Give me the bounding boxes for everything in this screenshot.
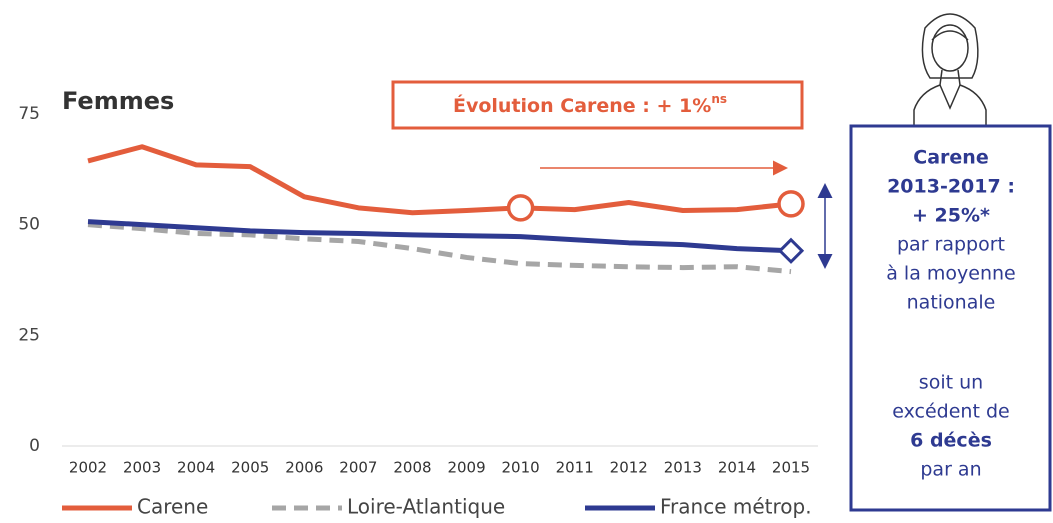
legend-label: Carene bbox=[137, 495, 208, 519]
side-note-line: 2013-2017 : bbox=[887, 176, 1015, 198]
side-note-line: nationale bbox=[907, 292, 996, 314]
chart-title: Femmes bbox=[62, 87, 174, 115]
annotation-text: Évolution Carene : + 1% bbox=[453, 94, 711, 117]
side-note-line: soit un bbox=[919, 372, 983, 394]
x-tick-label: 2008 bbox=[393, 459, 431, 477]
x-tick-label: 2010 bbox=[502, 459, 540, 477]
y-tick-label: 75 bbox=[18, 104, 40, 124]
x-tick-label: 2006 bbox=[285, 459, 323, 477]
x-tick-label: 2011 bbox=[556, 459, 594, 477]
x-tick-label: 2013 bbox=[664, 459, 702, 477]
x-tick-label: 2007 bbox=[339, 459, 377, 477]
y-tick-label: 50 bbox=[18, 215, 40, 235]
legend-label: Loire-Atlantique bbox=[347, 495, 505, 519]
woman-icon bbox=[914, 14, 986, 128]
series-line bbox=[88, 225, 791, 272]
highlight-marker bbox=[509, 196, 533, 220]
annotation: Évolution Carene : + 1%ns bbox=[453, 92, 727, 117]
y-tick-label: 0 bbox=[29, 436, 40, 456]
x-tick-label: 2004 bbox=[177, 459, 215, 477]
side-note-line: excédent de bbox=[892, 401, 1009, 423]
legend-label: France métrop. bbox=[660, 495, 812, 519]
annotation-superscript: ns bbox=[711, 92, 727, 106]
highlight-marker bbox=[779, 192, 803, 216]
x-tick-label: 2015 bbox=[772, 459, 810, 477]
series-line bbox=[88, 222, 791, 251]
y-tick-label: 25 bbox=[18, 325, 40, 345]
side-note-line: Carene bbox=[913, 147, 988, 169]
series-line bbox=[88, 147, 791, 213]
side-note-line: 6 décès bbox=[910, 430, 992, 452]
chart: Femmes Évolution Carene : + 1%ns 0 25 50 75… bbox=[0, 0, 1053, 523]
x-tick-label: 2003 bbox=[123, 459, 161, 477]
x-tick-label: 2014 bbox=[718, 459, 756, 477]
x-tick-label: 2012 bbox=[610, 459, 648, 477]
page: Femmes Évolution Carene : + 1%ns 0 25 50 75… bbox=[0, 0, 1053, 523]
side-note-line: par an bbox=[920, 459, 981, 481]
side-note-line: à la moyenne bbox=[886, 263, 1015, 285]
side-note-line: + 25%* bbox=[912, 205, 990, 227]
highlight-marker bbox=[780, 240, 802, 262]
x-tick-label: 2002 bbox=[69, 459, 107, 477]
x-tick-label: 2009 bbox=[447, 459, 485, 477]
side-note-line: par rapport bbox=[897, 234, 1005, 256]
x-tick-label: 2005 bbox=[231, 459, 269, 477]
